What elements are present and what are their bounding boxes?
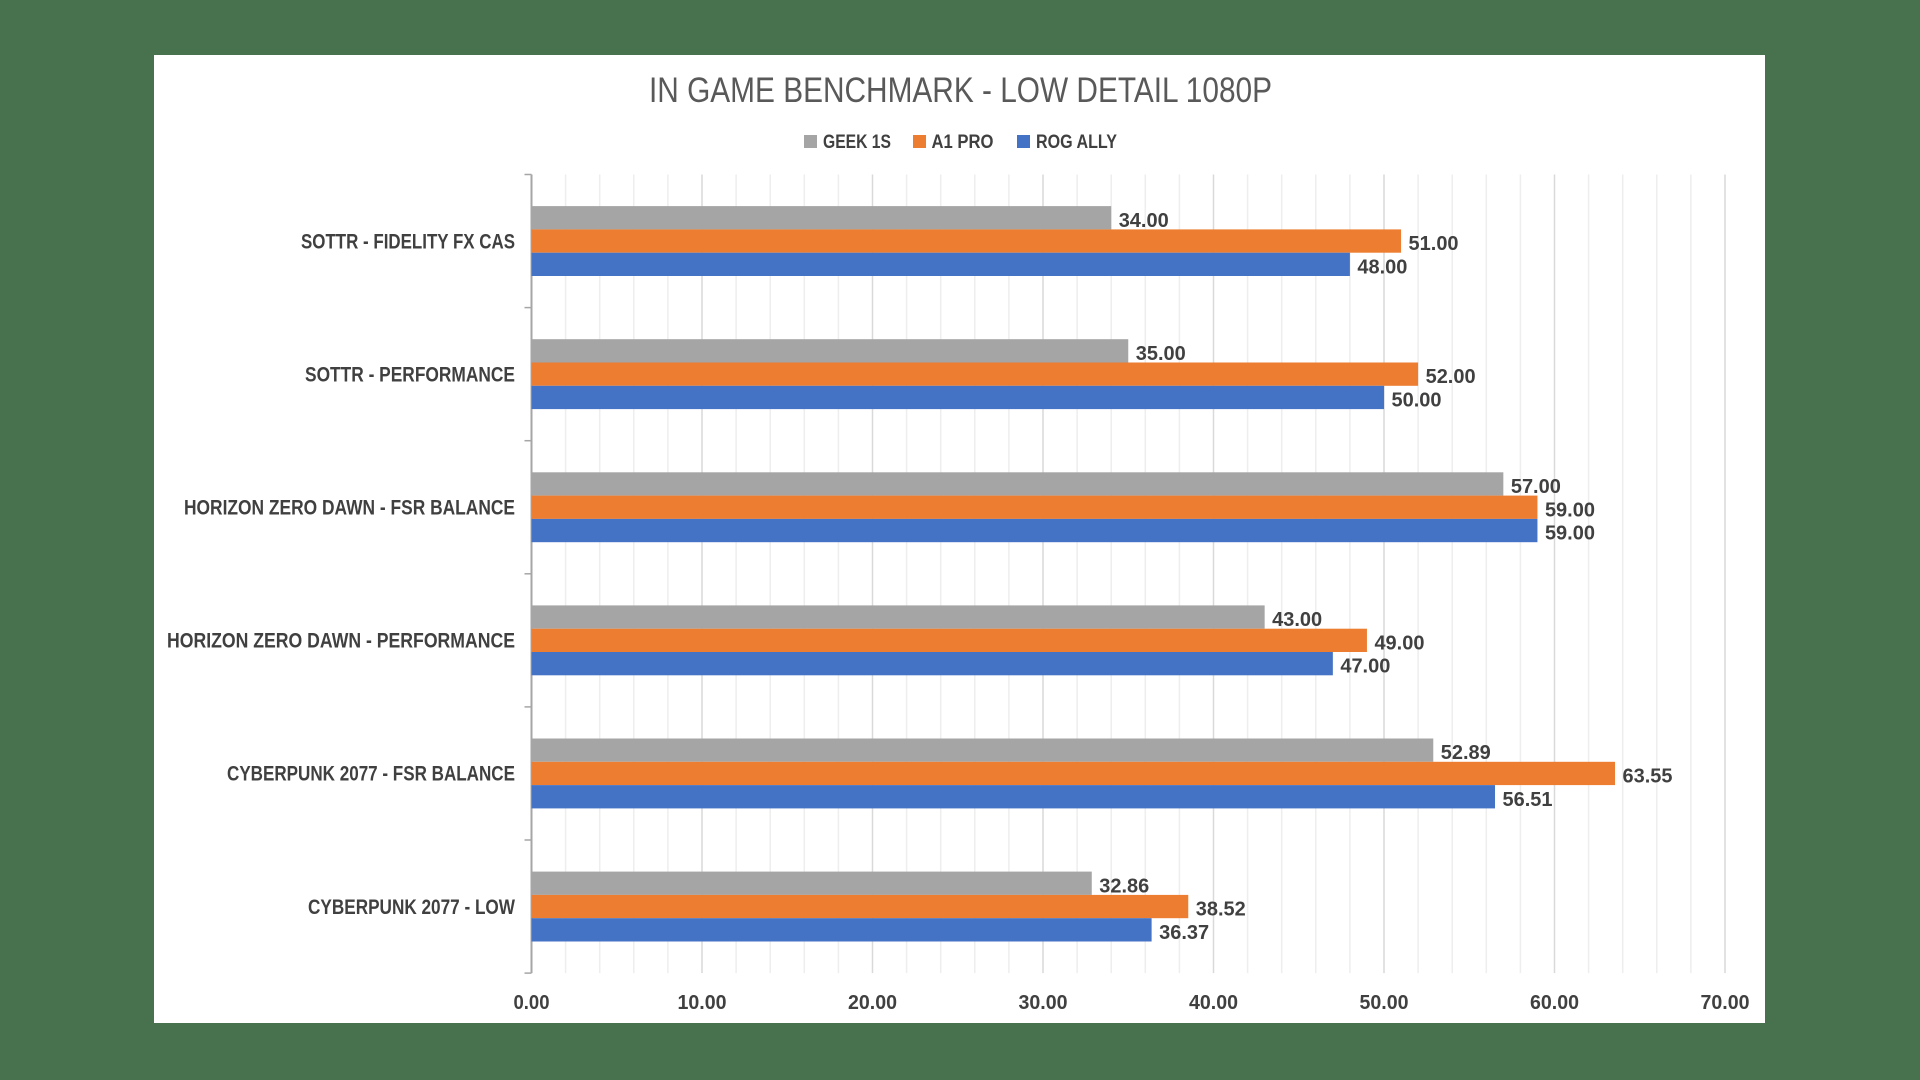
svg-text:47.00: 47.00: [1340, 656, 1390, 678]
svg-text:CYBERPUNK 2077 - LOW: CYBERPUNK 2077 - LOW: [308, 896, 515, 919]
svg-text:36.37: 36.37: [1159, 922, 1209, 944]
svg-text:50.00: 50.00: [1360, 992, 1409, 1014]
svg-text:56.51: 56.51: [1503, 789, 1553, 811]
svg-text:59.00: 59.00: [1545, 523, 1595, 545]
svg-text:63.55: 63.55: [1623, 765, 1673, 787]
svg-text:35.00: 35.00: [1136, 343, 1186, 365]
svg-text:0.00: 0.00: [514, 992, 550, 1014]
svg-text:51.00: 51.00: [1409, 233, 1459, 255]
svg-text:30.00: 30.00: [1019, 992, 1068, 1014]
svg-text:32.86: 32.86: [1099, 875, 1149, 897]
svg-text:A1 PRO: A1 PRO: [932, 132, 994, 153]
svg-text:52.89: 52.89: [1441, 742, 1491, 764]
svg-text:40.00: 40.00: [1189, 992, 1238, 1014]
svg-text:20.00: 20.00: [848, 992, 897, 1014]
svg-text:60.00: 60.00: [1530, 992, 1579, 1014]
svg-text:CYBERPUNK 2077 - FSR BALANCE: CYBERPUNK 2077 - FSR BALANCE: [227, 763, 515, 786]
svg-text:SOTTR - FIDELITY FX CAS: SOTTR - FIDELITY FX CAS: [301, 230, 515, 253]
svg-text:59.00: 59.00: [1545, 499, 1595, 521]
svg-text:57.00: 57.00: [1511, 476, 1561, 498]
svg-text:GEEK 1S: GEEK 1S: [823, 132, 891, 153]
svg-text:ROG ALLY: ROG ALLY: [1036, 132, 1117, 153]
svg-text:10.00: 10.00: [678, 992, 727, 1014]
svg-text:SOTTR - PERFORMANCE: SOTTR - PERFORMANCE: [305, 363, 515, 386]
svg-text:HORIZON ZERO DAWN - FSR BALANC: HORIZON ZERO DAWN - FSR BALANCE: [184, 496, 515, 519]
svg-text:49.00: 49.00: [1374, 632, 1424, 654]
svg-text:HORIZON ZERO DAWN - PERFORMANC: HORIZON ZERO DAWN - PERFORMANCE: [167, 630, 515, 653]
svg-text:38.52: 38.52: [1196, 899, 1246, 921]
svg-text:70.00: 70.00: [1701, 992, 1750, 1014]
svg-text:43.00: 43.00: [1272, 609, 1322, 631]
svg-text:50.00: 50.00: [1392, 389, 1442, 411]
svg-text:IN GAME BENCHMARK - LOW DETAIL: IN GAME BENCHMARK - LOW DETAIL 1080P: [649, 71, 1272, 110]
svg-text:34.00: 34.00: [1119, 210, 1169, 232]
svg-text:48.00: 48.00: [1357, 256, 1407, 278]
svg-text:52.00: 52.00: [1426, 366, 1476, 388]
